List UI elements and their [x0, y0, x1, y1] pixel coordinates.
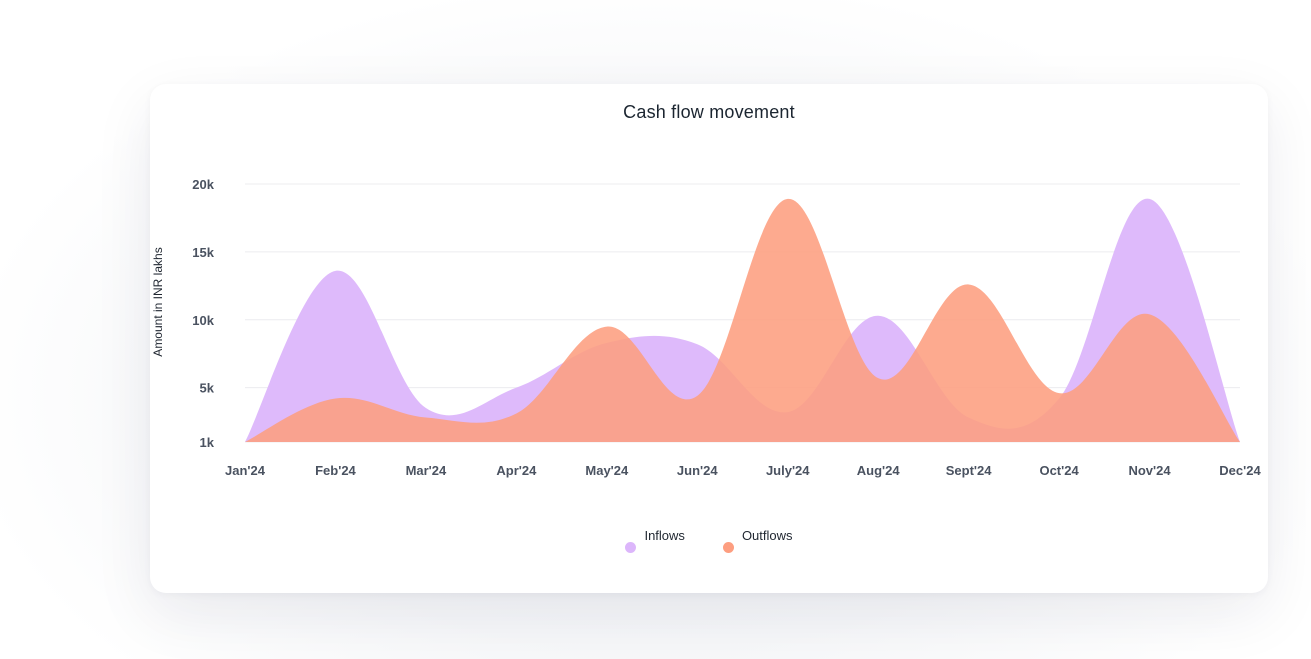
chart-card: Cash flow movement 20k 15k 10k 5k 1k Jan'24 F… — [150, 84, 1268, 593]
chart-plot: 20k 15k 10k 5k 1k Jan'24 Feb'24 Mar'24 Apr'24 Ma… — [151, 177, 1261, 478]
legend: Inflows Outflows — [150, 528, 1268, 553]
y-tick-label: 20k — [192, 177, 214, 192]
x-tick-label: Apr'24 — [496, 463, 537, 478]
legend-item-inflows[interactable]: Inflows — [625, 528, 685, 553]
x-tick-label: July'24 — [766, 463, 810, 478]
x-tick-label: Mar'24 — [406, 463, 447, 478]
chart-title: Cash flow movement — [623, 102, 795, 122]
x-tick-label: Jan'24 — [225, 463, 266, 478]
y-axis-label: Amount in INR lakhs — [151, 247, 165, 356]
x-tick-label: Nov'24 — [1128, 463, 1171, 478]
legend-item-outflows[interactable]: Outflows — [722, 528, 793, 553]
legend-label-outflows: Outflows — [741, 528, 793, 543]
x-tick-label: Aug'24 — [857, 463, 901, 478]
x-tick-label: Feb'24 — [315, 463, 356, 478]
x-tick-label: Sept'24 — [946, 463, 992, 478]
y-tick-label: 1k — [200, 435, 215, 450]
x-tick-label: Jun'24 — [677, 463, 718, 478]
legend-label-inflows: Inflows — [644, 528, 685, 543]
series-area-outflows — [245, 198, 1240, 442]
x-tick-label: May'24 — [585, 463, 629, 478]
y-tick-label: 15k — [192, 245, 214, 260]
x-tick-label: Oct'24 — [1039, 463, 1079, 478]
y-tick-label: 10k — [192, 313, 214, 328]
x-tick-label: Dec'24 — [1219, 463, 1261, 478]
legend-swatch-outflows — [722, 542, 734, 553]
x-axis-ticks: Jan'24 Feb'24 Mar'24 Apr'24 May'24 Jun'24 July… — [225, 463, 1261, 478]
legend-swatch-inflows — [625, 542, 637, 553]
y-tick-label: 5k — [200, 381, 215, 396]
y-axis-ticks: 20k 15k 10k 5k 1k — [192, 177, 214, 450]
series-areas — [245, 198, 1240, 442]
